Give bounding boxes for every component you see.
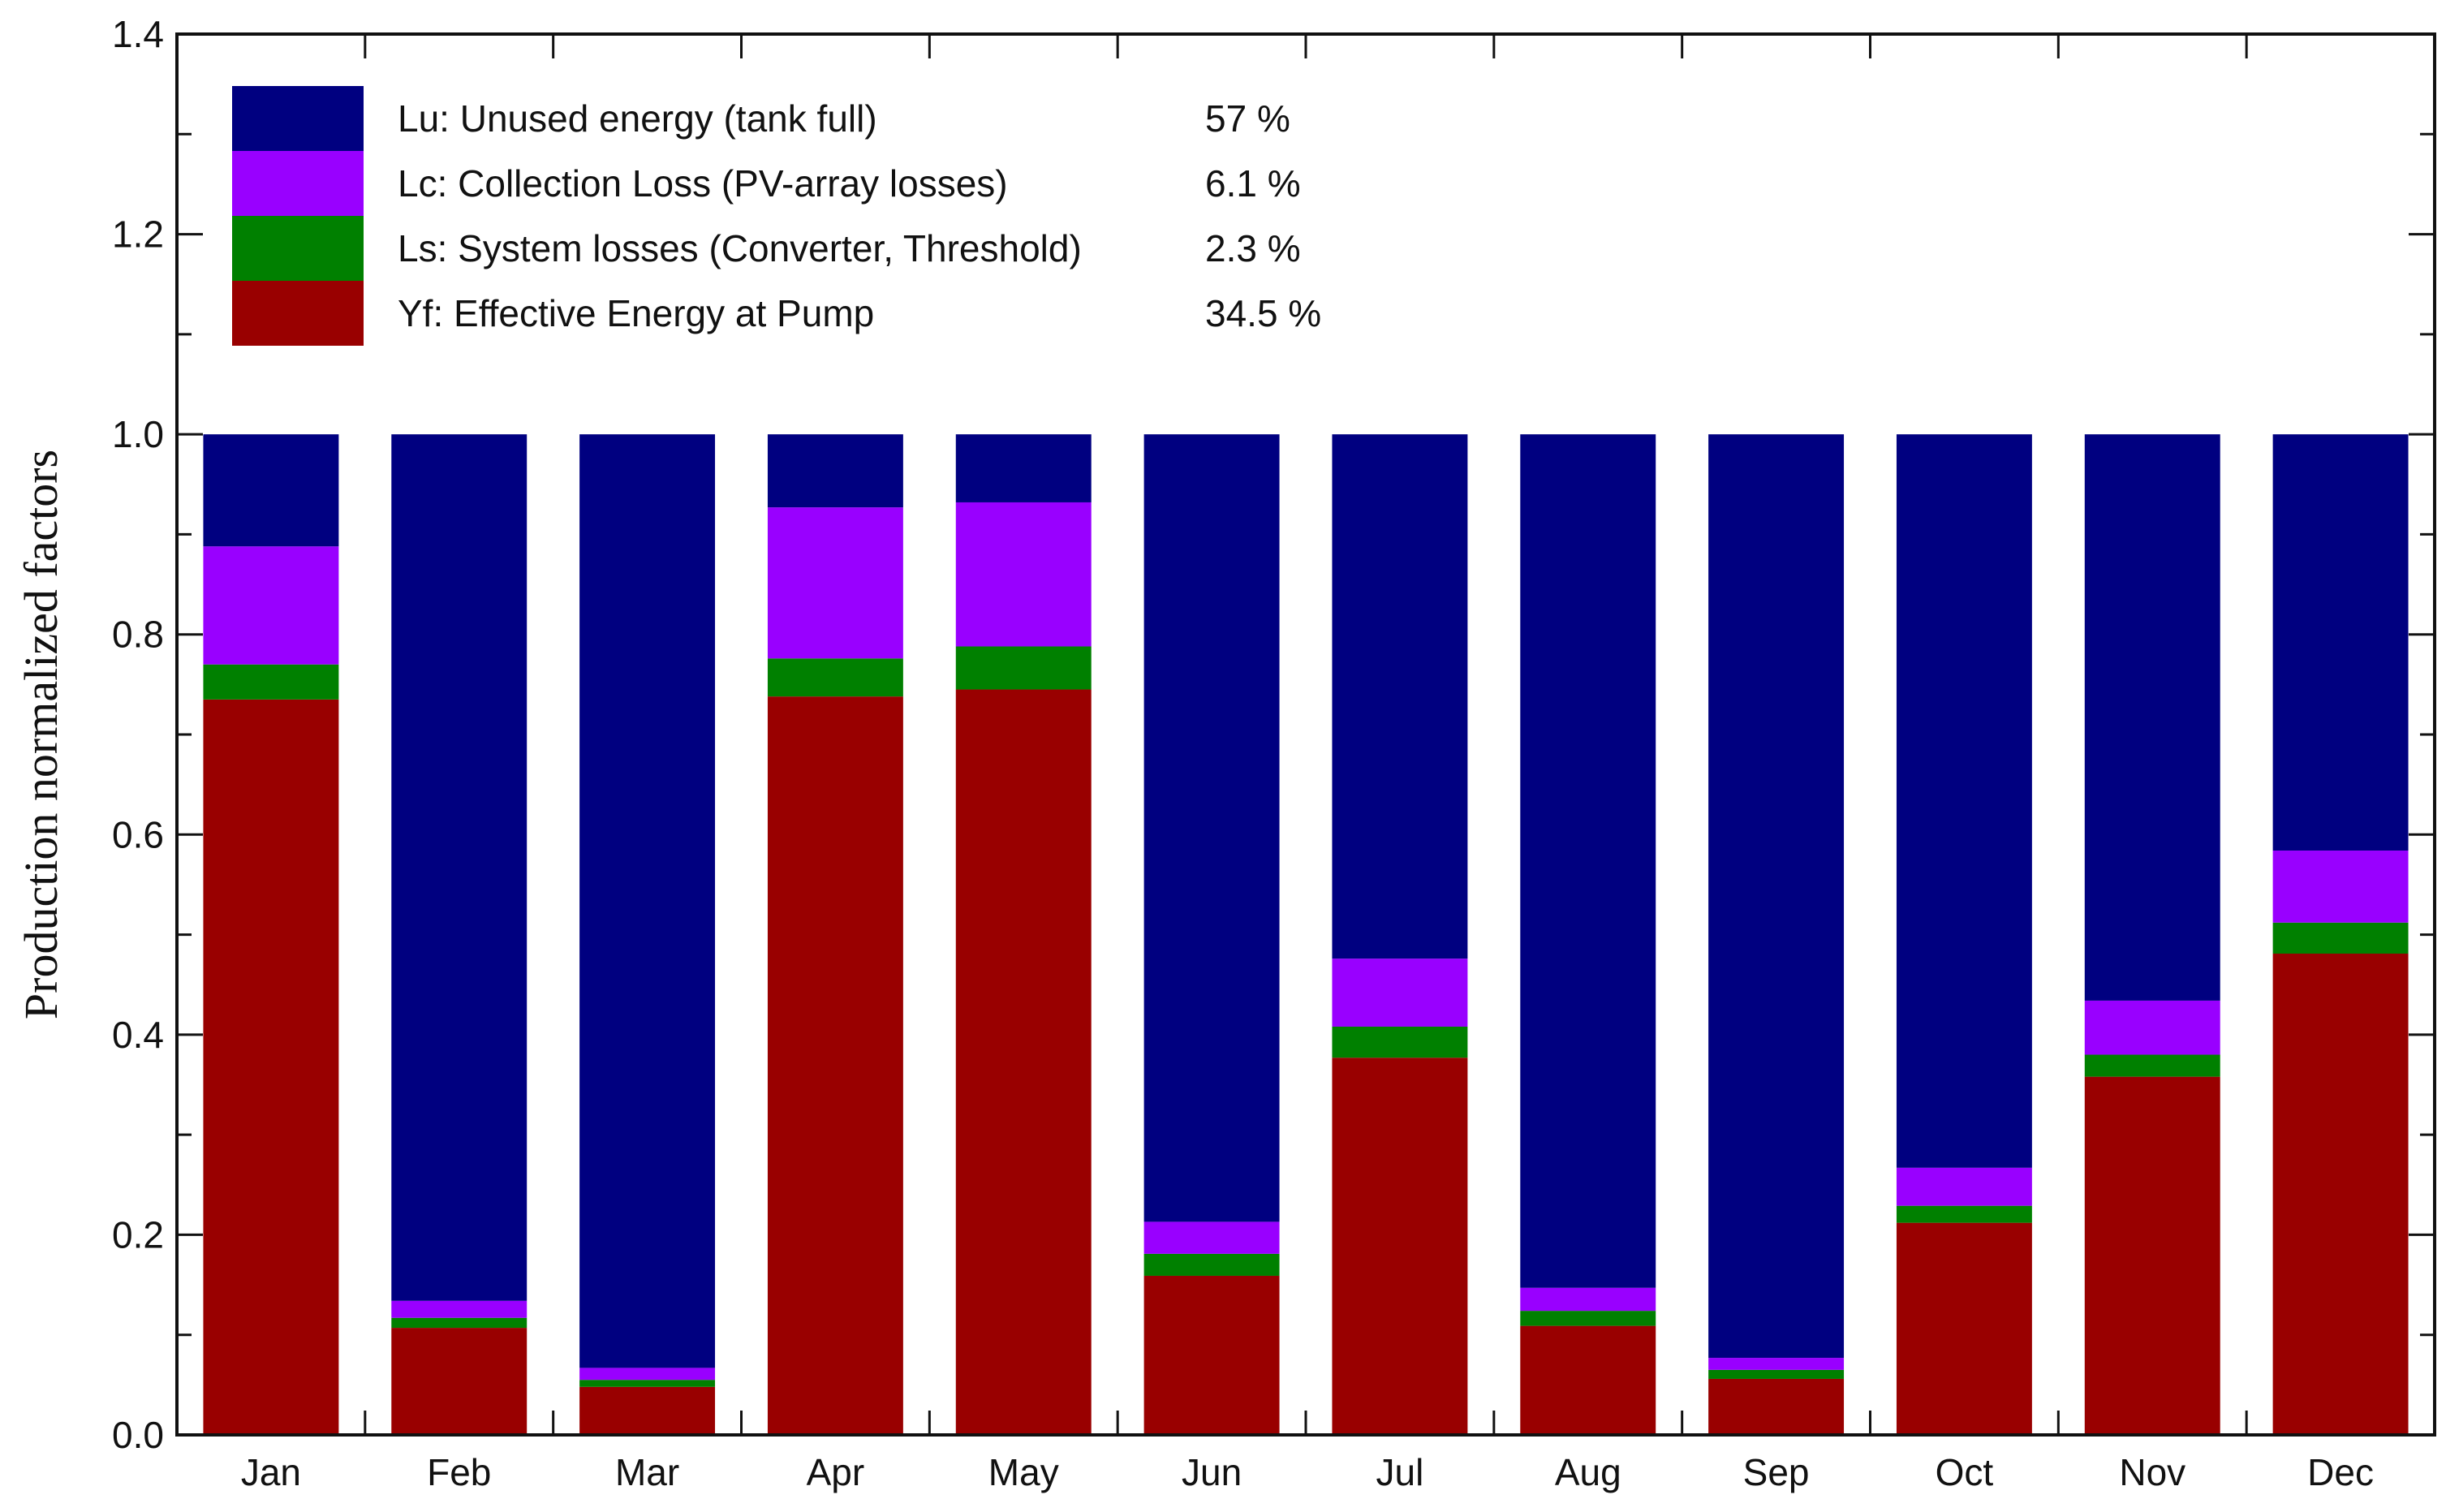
bar-jan-series-1: [203, 664, 339, 700]
x-tick-label-oct: Oct: [1936, 1451, 1994, 1493]
bar-may-series-1: [955, 646, 1092, 690]
bar-mar-series-3: [579, 434, 716, 1368]
x-tick-label-jul: Jul: [1376, 1451, 1424, 1493]
legend-label-2: Lc: Collection Loss (PV-array losses): [398, 162, 1008, 205]
bar-jun-series-0: [1143, 1275, 1280, 1435]
bar-jun-series-1: [1143, 1253, 1280, 1276]
bar-mar-series-1: [579, 1380, 716, 1387]
y-tick-label: 1.0: [112, 413, 164, 455]
legend-share-0: 34.5 %: [1205, 292, 1321, 334]
bar-sep-series-1: [1708, 1369, 1845, 1379]
bar-nov-series-0: [2084, 1076, 2220, 1435]
bars-layer: [203, 434, 2409, 1435]
bar-oct-series-1: [1896, 1205, 2032, 1223]
bar-jan-series-2: [203, 546, 339, 665]
bar-nov-series-1: [2084, 1054, 2220, 1077]
y-tick-label: 1.4: [112, 13, 164, 55]
bar-feb-series-2: [391, 1300, 528, 1318]
bar-dec-series-3: [2272, 434, 2409, 851]
x-tick-label-may: May: [988, 1451, 1059, 1493]
y-tick-label: 1.2: [112, 213, 164, 256]
legend-share-3: 57 %: [1205, 97, 1290, 140]
legend-label-0: Yf: Effective Energy at Pump: [398, 292, 874, 334]
x-tick-label-mar: Mar: [615, 1451, 679, 1493]
bar-feb-series-0: [391, 1328, 528, 1435]
x-tick-label-feb: Feb: [427, 1451, 491, 1493]
x-tick-label-jun: Jun: [1182, 1451, 1242, 1493]
bar-nov-series-2: [2084, 1000, 2220, 1055]
bar-aug-series-3: [1520, 434, 1656, 1288]
bar-apr-series-3: [767, 434, 903, 508]
bar-jul-series-3: [1332, 434, 1468, 959]
bar-jan-series-0: [203, 699, 339, 1435]
bar-dec-series-0: [2272, 953, 2409, 1435]
legend-swatch-0: [232, 281, 364, 346]
y-tick-label: 0.2: [112, 1213, 164, 1256]
bar-jul-series-2: [1332, 958, 1468, 1027]
bar-apr-series-0: [767, 696, 903, 1435]
bar-apr-series-2: [767, 507, 903, 659]
legend-label-3: Lu: Unused energy (tank full): [398, 97, 877, 140]
x-tick-label-nov: Nov: [2119, 1451, 2185, 1493]
bar-oct-series-0: [1896, 1222, 2032, 1435]
y-tick-label: 0.4: [112, 1014, 164, 1056]
bar-sep-series-3: [1708, 434, 1845, 1359]
bar-sep-series-2: [1708, 1358, 1845, 1370]
bar-feb-series-1: [391, 1317, 528, 1329]
bar-oct-series-3: [1896, 434, 2032, 1168]
bar-feb-series-3: [391, 434, 528, 1301]
bar-mar-series-0: [579, 1386, 716, 1435]
legend-swatch-3: [232, 86, 364, 151]
x-tick-label-apr: Apr: [807, 1451, 865, 1493]
y-tick-label: 0.8: [112, 614, 164, 656]
bar-dec-series-2: [2272, 851, 2409, 923]
legend-share-2: 6.1 %: [1205, 162, 1301, 205]
legend-swatch-2: [232, 151, 364, 216]
y-axis-label: Production normalized factors: [15, 450, 67, 1019]
x-tick-label-aug: Aug: [1555, 1451, 1621, 1493]
x-tick-label-dec: Dec: [2307, 1451, 2374, 1493]
x-tick-label-jan: Jan: [241, 1451, 301, 1493]
legend-label-1: Ls: System losses (Converter, Threshold): [398, 227, 1082, 269]
bar-jan-series-3: [203, 434, 339, 547]
bar-oct-series-2: [1896, 1167, 2032, 1206]
legend-share-1: 2.3 %: [1205, 227, 1301, 269]
bar-may-series-0: [955, 689, 1092, 1435]
bar-jul-series-1: [1332, 1026, 1468, 1058]
bar-jun-series-2: [1143, 1221, 1280, 1254]
x-tick-label-sep: Sep: [1743, 1451, 1810, 1493]
y-tick-label: 0.6: [112, 813, 164, 855]
bar-jul-series-0: [1332, 1058, 1468, 1435]
y-tick-label: 0.0: [112, 1414, 164, 1456]
bar-apr-series-1: [767, 658, 903, 697]
legend: Lu: Unused energy (tank full) 57 % Lc: Col…: [232, 86, 1321, 346]
bar-aug-series-0: [1520, 1325, 1656, 1435]
bar-sep-series-0: [1708, 1378, 1845, 1435]
bar-aug-series-2: [1520, 1287, 1656, 1312]
legend-swatch-1: [232, 216, 364, 281]
bar-aug-series-1: [1520, 1311, 1656, 1326]
bar-mar-series-2: [579, 1368, 716, 1381]
bar-nov-series-3: [2084, 434, 2220, 1001]
bar-jun-series-3: [1143, 434, 1280, 1222]
bar-may-series-2: [955, 502, 1092, 647]
bar-dec-series-1: [2272, 922, 2409, 954]
bar-may-series-3: [955, 434, 1092, 502]
axes-layer: 0.0 0.2 0.4 0.6 0.8 1.0 1.2 1.4 Jan Feb Mar Apr May J…: [15, 13, 2436, 1493]
